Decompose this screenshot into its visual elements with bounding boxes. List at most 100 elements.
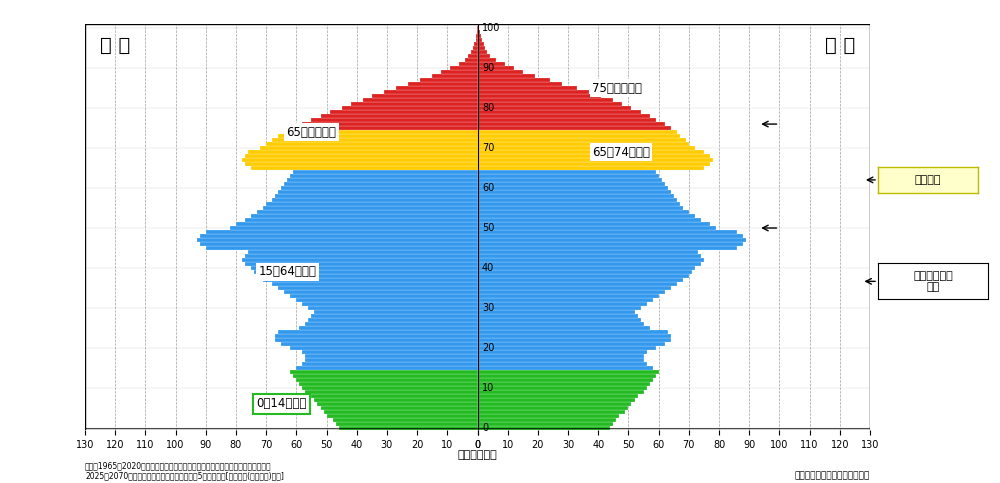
Bar xyxy=(320,406,478,410)
Bar xyxy=(478,386,647,390)
Bar xyxy=(260,146,478,150)
Bar xyxy=(478,306,641,310)
Bar xyxy=(251,266,478,270)
Bar xyxy=(302,122,478,126)
Bar xyxy=(478,198,677,202)
Bar xyxy=(478,274,689,278)
Bar xyxy=(299,326,478,330)
Bar xyxy=(206,246,478,250)
Bar xyxy=(478,370,659,374)
Bar xyxy=(330,110,478,114)
Bar xyxy=(478,338,671,342)
Bar xyxy=(299,382,478,386)
Bar xyxy=(314,398,478,402)
Bar xyxy=(281,342,478,346)
Bar xyxy=(478,414,619,418)
Bar xyxy=(245,262,478,266)
Text: 資料：1965～2020年：国勢調査および「日本の将来推計人口」各版の基準人口。
2025～2070年：「日本の将来推計人口（令和5年推計）」[出生中位(死亡中: 資料：1965～2020年：国勢調査および「日本の将来推計人口」各版の基準人口。… xyxy=(85,461,284,481)
Text: 15～64歳人口: 15～64歳人口 xyxy=(258,266,316,279)
Bar xyxy=(296,366,478,370)
Bar xyxy=(478,122,665,126)
Bar xyxy=(327,414,478,418)
Bar xyxy=(468,54,478,58)
Bar xyxy=(478,326,650,330)
Text: 10: 10 xyxy=(482,383,494,393)
Bar xyxy=(478,182,665,186)
Bar xyxy=(478,194,674,198)
Bar xyxy=(245,254,478,258)
Bar xyxy=(478,190,671,194)
Text: 40: 40 xyxy=(482,263,494,273)
Bar xyxy=(275,338,478,342)
Bar xyxy=(478,154,710,158)
Bar xyxy=(293,374,478,378)
Bar xyxy=(372,94,478,98)
Bar xyxy=(478,350,647,354)
Bar xyxy=(478,110,641,114)
Bar xyxy=(257,274,478,278)
Bar xyxy=(339,426,478,430)
Bar xyxy=(478,186,668,190)
Bar xyxy=(478,346,656,350)
Bar xyxy=(266,142,478,146)
Bar xyxy=(308,306,478,310)
Bar xyxy=(308,318,478,322)
Bar xyxy=(478,78,550,82)
Bar xyxy=(478,26,479,30)
Bar xyxy=(305,358,478,362)
Bar xyxy=(478,102,622,106)
Bar xyxy=(478,266,695,270)
Bar xyxy=(459,62,478,66)
Bar xyxy=(478,43,484,46)
Bar xyxy=(284,290,478,294)
Bar xyxy=(302,350,478,354)
Bar xyxy=(478,98,613,102)
Bar xyxy=(314,310,478,314)
Bar xyxy=(478,374,656,378)
Bar xyxy=(287,178,478,182)
Bar xyxy=(478,142,689,146)
Bar xyxy=(478,90,589,94)
Bar xyxy=(478,314,638,318)
Bar xyxy=(478,234,743,238)
Bar xyxy=(302,362,478,366)
Bar xyxy=(478,322,644,326)
Bar xyxy=(478,250,698,254)
Text: 0: 0 xyxy=(482,423,488,433)
Bar xyxy=(478,258,704,262)
Bar xyxy=(478,118,656,122)
Bar xyxy=(275,334,478,338)
Bar xyxy=(263,206,478,210)
Bar xyxy=(290,294,478,298)
Bar xyxy=(281,186,478,190)
Bar xyxy=(200,234,478,238)
Bar xyxy=(478,394,638,398)
Bar xyxy=(478,318,641,322)
Bar xyxy=(242,158,478,162)
Bar xyxy=(278,190,478,194)
Bar xyxy=(478,402,631,406)
Bar xyxy=(290,174,478,178)
Bar xyxy=(478,242,743,246)
Text: 100: 100 xyxy=(482,23,500,33)
Bar xyxy=(284,130,478,134)
Bar xyxy=(478,66,514,70)
Bar xyxy=(263,278,478,282)
Bar xyxy=(311,118,478,122)
Bar xyxy=(478,158,713,162)
Bar xyxy=(478,262,701,266)
Bar xyxy=(478,270,692,274)
Bar xyxy=(351,102,478,106)
Bar xyxy=(200,242,478,246)
Bar xyxy=(257,210,478,214)
Bar xyxy=(333,418,478,422)
Bar xyxy=(266,202,478,206)
Bar xyxy=(478,354,644,358)
Bar xyxy=(248,250,478,254)
Bar xyxy=(302,302,478,306)
Text: 20: 20 xyxy=(482,343,494,353)
Bar xyxy=(478,86,577,90)
Bar xyxy=(478,170,656,174)
Bar xyxy=(478,82,562,86)
Bar xyxy=(305,354,478,358)
